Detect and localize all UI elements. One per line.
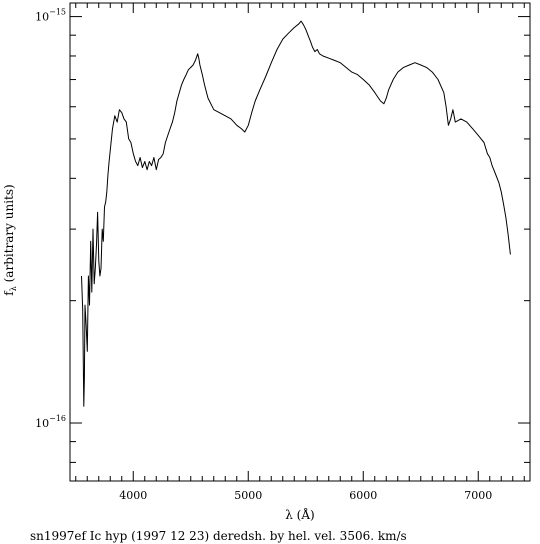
x-tick-label: 4000 — [119, 489, 147, 502]
x-tick-label: 5000 — [234, 489, 262, 502]
y-ticks: 10−15 10−16 — [35, 8, 530, 430]
plot-frame — [69, 2, 531, 482]
x-tick-label: 6000 — [349, 489, 377, 502]
y-axis-label-sub: λ — [9, 286, 18, 291]
y-axis-label: fλ (arbitrary units) — [2, 184, 18, 295]
y-tick-label: 10−15 — [35, 8, 66, 24]
y-axis-label-main: f — [2, 290, 16, 296]
x-tick-label: 7000 — [464, 489, 492, 502]
y-tick-label: 10−16 — [35, 414, 66, 430]
chart-caption: sn1997ef Ic hyp (1997 12 23) deredsh. by… — [30, 529, 407, 543]
x-ticks: 4000 5000 6000 7000 — [75, 3, 525, 502]
x-axis-label: λ (Å) — [285, 507, 314, 522]
spectrum-line — [81, 20, 511, 407]
y-minor-ticks — [70, 34, 530, 463]
y-axis-label-rest: (arbitrary units) — [2, 184, 16, 286]
